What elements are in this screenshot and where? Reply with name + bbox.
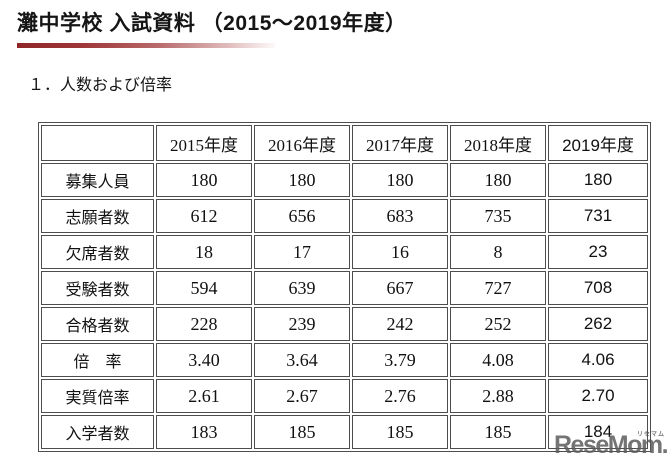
cell-value-2019: 180	[548, 163, 648, 197]
cell-value: 16	[352, 235, 448, 269]
table-row-enrolled: 入学者数 183 185 185 185 184	[41, 415, 648, 449]
header-empty-cell	[41, 125, 154, 161]
cell-value: 8	[450, 235, 546, 269]
cell-value: 4.08	[450, 343, 546, 377]
cell-value: 683	[352, 199, 448, 233]
cell-value: 612	[156, 199, 252, 233]
cell-value: 228	[156, 307, 252, 341]
cell-value-2019: 262	[548, 307, 648, 341]
table-row-absentees: 欠席者数 18 17 16 8 23	[41, 235, 648, 269]
cell-value: 3.79	[352, 343, 448, 377]
table-row-examinees: 受験者数 594 639 667 727 708	[41, 271, 648, 305]
cell-value: 180	[450, 163, 546, 197]
header-2015: 2015年度	[156, 125, 252, 161]
cell-value: 639	[254, 271, 350, 305]
table-row-recruit-capacity: 募集人員 180 180 180 180 180	[41, 163, 648, 197]
cell-value-2019: 731	[548, 199, 648, 233]
cell-value: 183	[156, 415, 252, 449]
row-label: 倍 率	[41, 343, 154, 377]
table-row-effective-ratio: 実質倍率 2.61 2.67 2.76 2.88 2.70	[41, 379, 648, 413]
section-heading: １．人数および倍率	[28, 77, 173, 94]
row-label: 志願者数	[41, 199, 154, 233]
row-label: 欠席者数	[41, 235, 154, 269]
table-row-accepted: 合格者数 228 239 242 252 262	[41, 307, 648, 341]
cell-value: 252	[450, 307, 546, 341]
cell-value: 727	[450, 271, 546, 305]
cell-value: 735	[450, 199, 546, 233]
table-header-row: 2015年度 2016年度 2017年度 2018年度 2019年度	[41, 125, 648, 161]
cell-value: 2.61	[156, 379, 252, 413]
cell-value: 594	[156, 271, 252, 305]
header-2019: 2019年度	[548, 125, 648, 161]
cell-value: 185	[450, 415, 546, 449]
cell-value-2019: 184	[548, 415, 648, 449]
row-label: 受験者数	[41, 271, 154, 305]
cell-value-2019: 2.70	[548, 379, 648, 413]
title-underline-gradient	[17, 43, 275, 48]
cell-value: 667	[352, 271, 448, 305]
cell-value-2019: 23	[548, 235, 648, 269]
cell-value-2019: 708	[548, 271, 648, 305]
table-row-applicants: 志願者数 612 656 683 735 731	[41, 199, 648, 233]
cell-value: 180	[254, 163, 350, 197]
cell-value: 3.40	[156, 343, 252, 377]
cell-value: 17	[254, 235, 350, 269]
header-2017: 2017年度	[352, 125, 448, 161]
header-2016: 2016年度	[254, 125, 350, 161]
row-label: 実質倍率	[41, 379, 154, 413]
cell-value: 185	[352, 415, 448, 449]
cell-value: 18	[156, 235, 252, 269]
cell-value: 2.88	[450, 379, 546, 413]
cell-value: 180	[156, 163, 252, 197]
cell-value: 656	[254, 199, 350, 233]
row-label: 合格者数	[41, 307, 154, 341]
page-title: 灘中学校 入試資料 （2015～2019年度）	[17, 12, 407, 35]
cell-value: 242	[352, 307, 448, 341]
admissions-stats-table: 2015年度 2016年度 2017年度 2018年度 2019年度 募集人員 …	[38, 122, 651, 452]
cell-value: 2.67	[254, 379, 350, 413]
cell-value: 180	[352, 163, 448, 197]
cell-value: 239	[254, 307, 350, 341]
cell-value: 2.76	[352, 379, 448, 413]
header-2018: 2018年度	[450, 125, 546, 161]
row-label: 入学者数	[41, 415, 154, 449]
table-row-ratio: 倍 率 3.40 3.64 3.79 4.08 4.06	[41, 343, 648, 377]
row-label: 募集人員	[41, 163, 154, 197]
cell-value: 3.64	[254, 343, 350, 377]
cell-value-2019: 4.06	[548, 343, 648, 377]
cell-value: 185	[254, 415, 350, 449]
